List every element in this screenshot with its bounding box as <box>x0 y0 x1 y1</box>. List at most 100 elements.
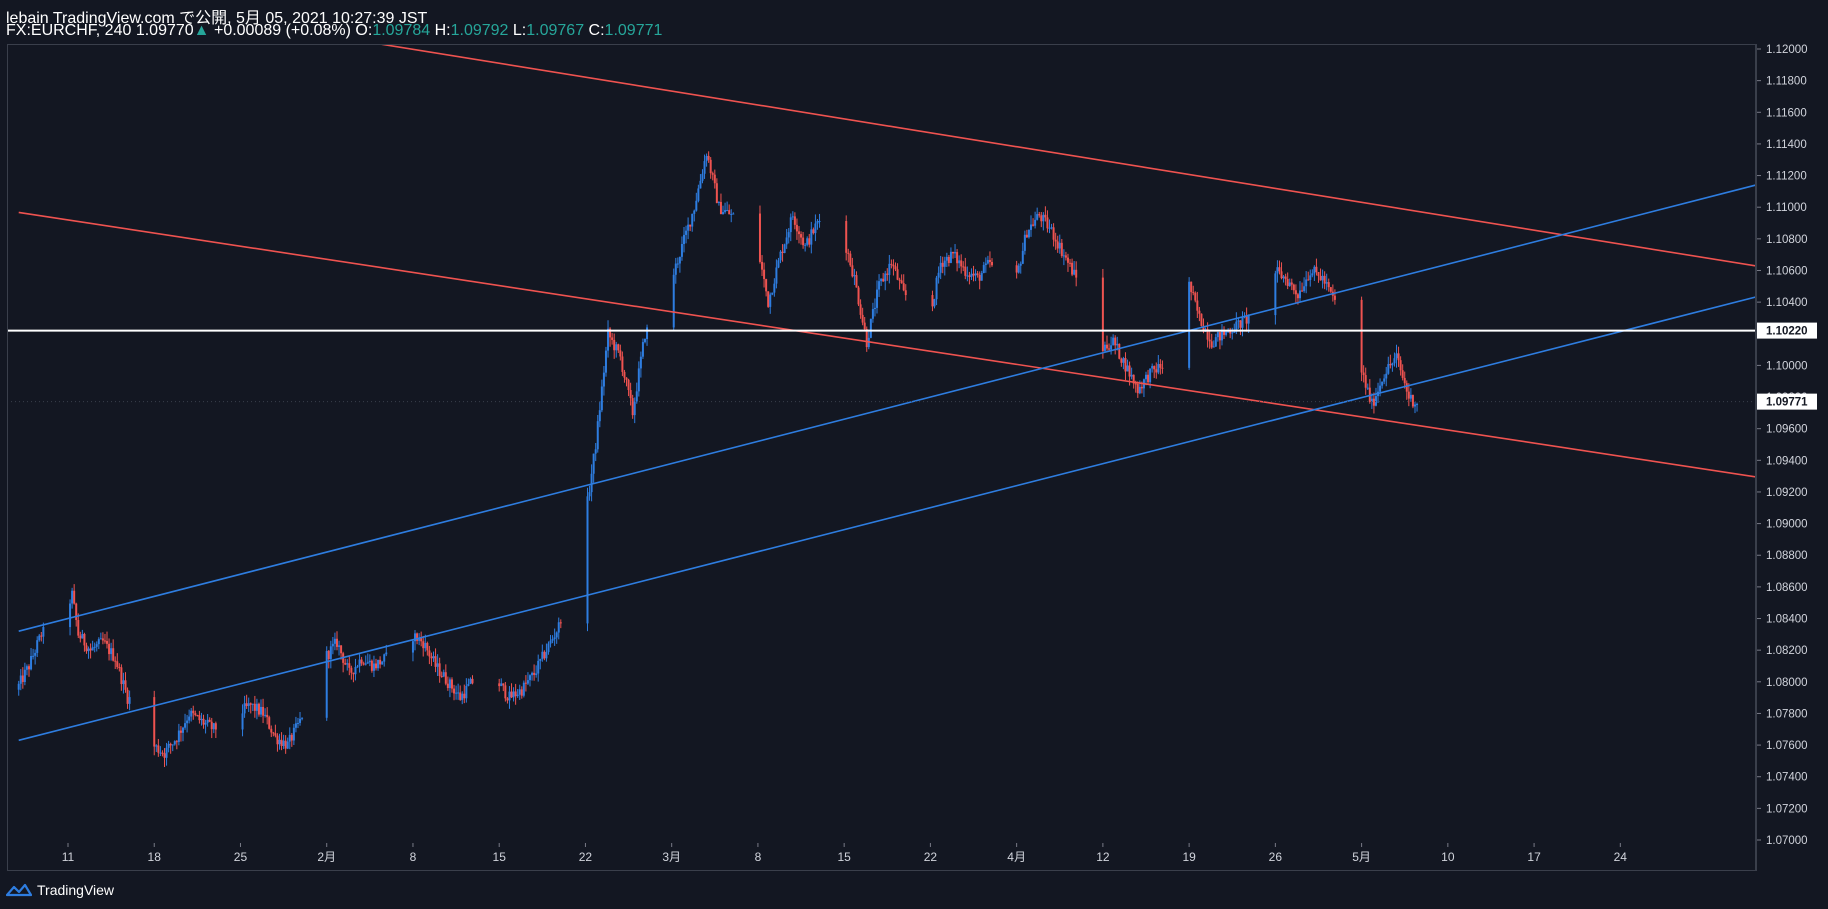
candle-body <box>1292 284 1295 291</box>
candle-body <box>426 642 429 651</box>
candle-body <box>249 703 252 705</box>
candle-body <box>674 263 677 275</box>
candle-body <box>878 281 881 290</box>
candle <box>949 247 952 264</box>
price-tick-label: 1.12000 <box>1766 44 1808 56</box>
candle-body <box>461 693 464 700</box>
candle <box>286 737 289 750</box>
candle-body <box>970 273 973 277</box>
candle-body <box>440 676 443 678</box>
time-tick-label: 2月 <box>317 850 336 864</box>
candle <box>161 750 164 757</box>
candle-body <box>352 672 355 675</box>
candle-body <box>122 680 125 685</box>
candle <box>280 732 283 751</box>
candle-body <box>691 213 694 227</box>
candle <box>787 228 790 244</box>
candle <box>1044 206 1047 222</box>
price-tick-label: 1.11800 <box>1766 76 1807 88</box>
candle-body <box>17 683 20 690</box>
candle-body <box>730 214 733 216</box>
candle <box>851 257 854 278</box>
candle <box>960 254 963 274</box>
candle-body <box>687 224 690 231</box>
candle-body <box>190 710 193 717</box>
candle <box>446 676 449 691</box>
candle <box>1413 401 1416 414</box>
candle <box>1021 242 1024 265</box>
candle <box>683 226 685 253</box>
candle <box>1389 354 1392 369</box>
candle-body <box>1245 316 1248 324</box>
candle <box>761 255 764 277</box>
candle <box>340 645 343 660</box>
candle <box>551 635 554 644</box>
price-tick-label: 1.07200 <box>1766 803 1808 815</box>
candle-body <box>1282 276 1285 279</box>
candle <box>1294 284 1297 304</box>
candle-body <box>38 635 41 641</box>
candle <box>1153 365 1156 379</box>
candle-body <box>849 253 852 266</box>
chart-pane-border <box>7 44 1756 871</box>
candle-body <box>966 275 969 277</box>
candle <box>366 653 369 664</box>
candle <box>1103 341 1106 352</box>
price-tick-label: 1.08800 <box>1766 550 1808 562</box>
candle-body <box>214 723 217 730</box>
candle <box>717 201 720 206</box>
candle <box>163 748 166 768</box>
candle <box>1052 223 1055 247</box>
candle-body <box>30 656 33 670</box>
time-tick-label: 24 <box>1614 850 1628 864</box>
candle <box>1372 392 1375 414</box>
candle-body <box>459 692 462 700</box>
candle <box>99 632 102 640</box>
candle <box>878 274 881 297</box>
candle-body <box>71 590 74 604</box>
candle-body <box>1286 279 1289 286</box>
candle <box>537 654 540 682</box>
candle <box>1391 362 1394 372</box>
candle-body <box>1060 242 1063 256</box>
candle <box>898 277 901 290</box>
candle <box>625 377 628 387</box>
candle-body <box>340 645 343 654</box>
candle <box>253 695 256 718</box>
candle-body <box>1235 321 1238 332</box>
candle <box>103 633 106 644</box>
candle-body <box>945 256 948 261</box>
candle-body <box>1202 325 1205 332</box>
candle-body <box>1069 262 1072 264</box>
candle-body <box>1122 358 1125 363</box>
candle <box>436 654 439 676</box>
candle-body <box>99 638 102 640</box>
tradingview-brand[interactable]: TradingView <box>6 882 114 898</box>
candle <box>181 726 184 742</box>
price-tick-label: 1.10800 <box>1766 234 1808 246</box>
candle-body <box>705 155 708 162</box>
candle-body <box>1247 315 1250 324</box>
time-tick-label: 5月 <box>1352 850 1371 864</box>
candle-body <box>598 410 601 422</box>
candle-body <box>683 234 685 244</box>
candle <box>1122 356 1125 370</box>
candle-body <box>600 386 603 411</box>
candle-body <box>783 244 786 253</box>
candle-body <box>604 350 607 373</box>
candle <box>352 672 355 683</box>
candle-body <box>771 292 774 295</box>
candle <box>533 664 536 681</box>
candle-body <box>354 667 357 675</box>
candle <box>1056 235 1059 253</box>
candle <box>974 269 977 282</box>
candle <box>469 677 472 685</box>
candle-body <box>1124 358 1127 372</box>
candle-body <box>611 337 614 340</box>
candle-body <box>978 274 981 281</box>
candle-body <box>900 280 903 284</box>
candle-body <box>962 266 965 268</box>
candle-body <box>986 259 989 264</box>
candle <box>110 642 113 661</box>
